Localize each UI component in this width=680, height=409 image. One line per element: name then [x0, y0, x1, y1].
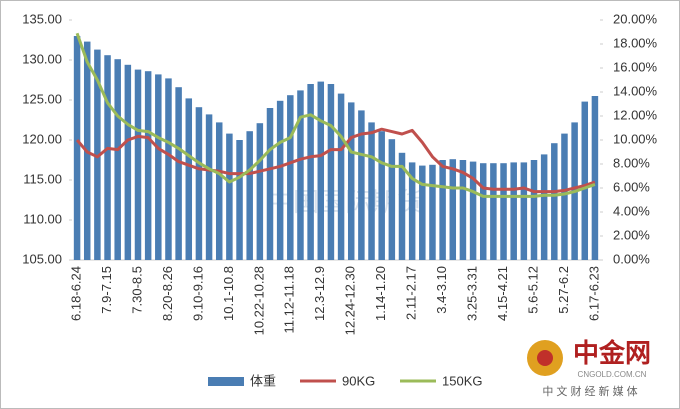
bar	[530, 160, 538, 260]
x-tick-label: 1.14-1.20	[373, 266, 388, 321]
bar	[73, 36, 81, 260]
legend-label: 体重	[250, 373, 276, 388]
y-tick-label: 115.00	[23, 171, 62, 186]
bar	[215, 122, 223, 261]
x-tick-label: 8.20-8.26	[160, 266, 175, 321]
x-tick-label: 5.6-5.12	[525, 266, 540, 314]
bar	[226, 133, 233, 260]
bar	[520, 162, 528, 260]
x-tick-label: 9.10-9.16	[190, 266, 205, 321]
y2-tick-label: 20.00%	[613, 11, 658, 26]
bar	[398, 152, 406, 260]
line	[75, 127, 596, 194]
bar	[155, 74, 162, 261]
legend-label: 150KG	[442, 373, 482, 388]
bar	[540, 154, 548, 260]
x-tick-label: 3.25-3.31	[465, 266, 480, 321]
y-tick-label: 130.00	[22, 51, 62, 66]
y2-tick-label: 0.00%	[613, 251, 650, 266]
y2-tick-label: 8.00%	[613, 155, 650, 170]
bar	[490, 163, 497, 260]
logo-slogan: 中 文 财 经 新 媒 体	[542, 384, 637, 398]
x-tick-label: 4.15-4.21	[495, 266, 510, 321]
y-tick-label: 110.00	[23, 211, 62, 226]
x-tick-label: 7.30-8.5	[129, 266, 144, 314]
y2-tick-label: 6.00%	[613, 179, 650, 194]
bar	[459, 160, 467, 260]
x-tick-label: 11.12-11.18	[282, 266, 297, 333]
bar	[246, 131, 253, 260]
bar	[114, 59, 121, 261]
y2-tick-label: 4.00%	[613, 203, 650, 218]
bar	[551, 143, 558, 260]
bar	[561, 133, 568, 260]
bar	[165, 78, 172, 261]
bar	[429, 164, 436, 260]
x-tick-label: 3.4-3.10	[434, 266, 449, 314]
line	[75, 32, 596, 198]
logo-url: CNGOLD.COM.CN	[578, 370, 647, 379]
bar	[276, 100, 284, 260]
x-tick-label: 10.22-10.28	[251, 266, 266, 335]
logo-icon-inner	[537, 350, 553, 366]
x-tick-label: 12.3-12.9	[312, 266, 327, 321]
y2-tick-label: 14.00%	[613, 83, 658, 98]
bar	[195, 107, 203, 260]
bar	[185, 98, 193, 261]
x-tick-label: 2.11-2.17	[404, 266, 419, 320]
bar	[500, 163, 507, 260]
bar	[591, 96, 599, 260]
y2-tick-label: 18.00%	[613, 35, 658, 50]
bar	[419, 165, 426, 260]
bar	[337, 93, 345, 260]
y2-tick-label: 12.00%	[613, 107, 658, 122]
bar	[317, 81, 325, 260]
bar	[297, 90, 304, 261]
bar	[469, 161, 477, 260]
bar	[266, 108, 274, 260]
logo-name: 中金网	[573, 338, 651, 368]
bar	[236, 140, 243, 260]
bar	[144, 71, 152, 260]
bar	[358, 110, 365, 261]
bar	[307, 84, 314, 260]
bar	[378, 131, 385, 260]
y2-tick-label: 16.00%	[613, 59, 658, 74]
x-tick-label: 10.1-10.8	[221, 266, 236, 321]
legend-swatch	[208, 377, 244, 386]
bar	[94, 49, 101, 260]
y-tick-label: 105.00	[22, 251, 62, 266]
y2-tick-label: 2.00%	[613, 227, 650, 242]
bar	[510, 162, 517, 260]
y-tick-label: 120.00	[22, 131, 62, 146]
x-tick-label: 5.27-6.2	[556, 266, 571, 314]
bar	[449, 159, 457, 260]
bar	[134, 69, 142, 260]
bar	[388, 139, 396, 260]
bar	[327, 84, 335, 260]
bar	[581, 101, 589, 260]
y2-tick-label: 10.00%	[613, 131, 658, 146]
x-tick-label: 12.24-12.30	[343, 266, 358, 335]
bar	[439, 160, 446, 260]
bar	[104, 55, 111, 261]
bar	[479, 163, 487, 260]
bar	[408, 162, 416, 260]
bar	[205, 114, 213, 261]
x-tick-label: 6.18-6.24	[69, 266, 84, 321]
bar	[175, 87, 182, 260]
y-tick-label: 135.00	[22, 11, 62, 26]
bar	[124, 64, 132, 260]
bar	[287, 95, 294, 260]
bar	[347, 102, 355, 261]
y-tick-label: 125.00	[22, 91, 62, 106]
x-tick-label: 6.17-6.23	[586, 266, 601, 321]
bar	[368, 122, 375, 261]
bar	[256, 123, 264, 260]
legend-label: 90KG	[342, 373, 375, 388]
x-tick-label: 7.9-7.15	[99, 266, 114, 314]
